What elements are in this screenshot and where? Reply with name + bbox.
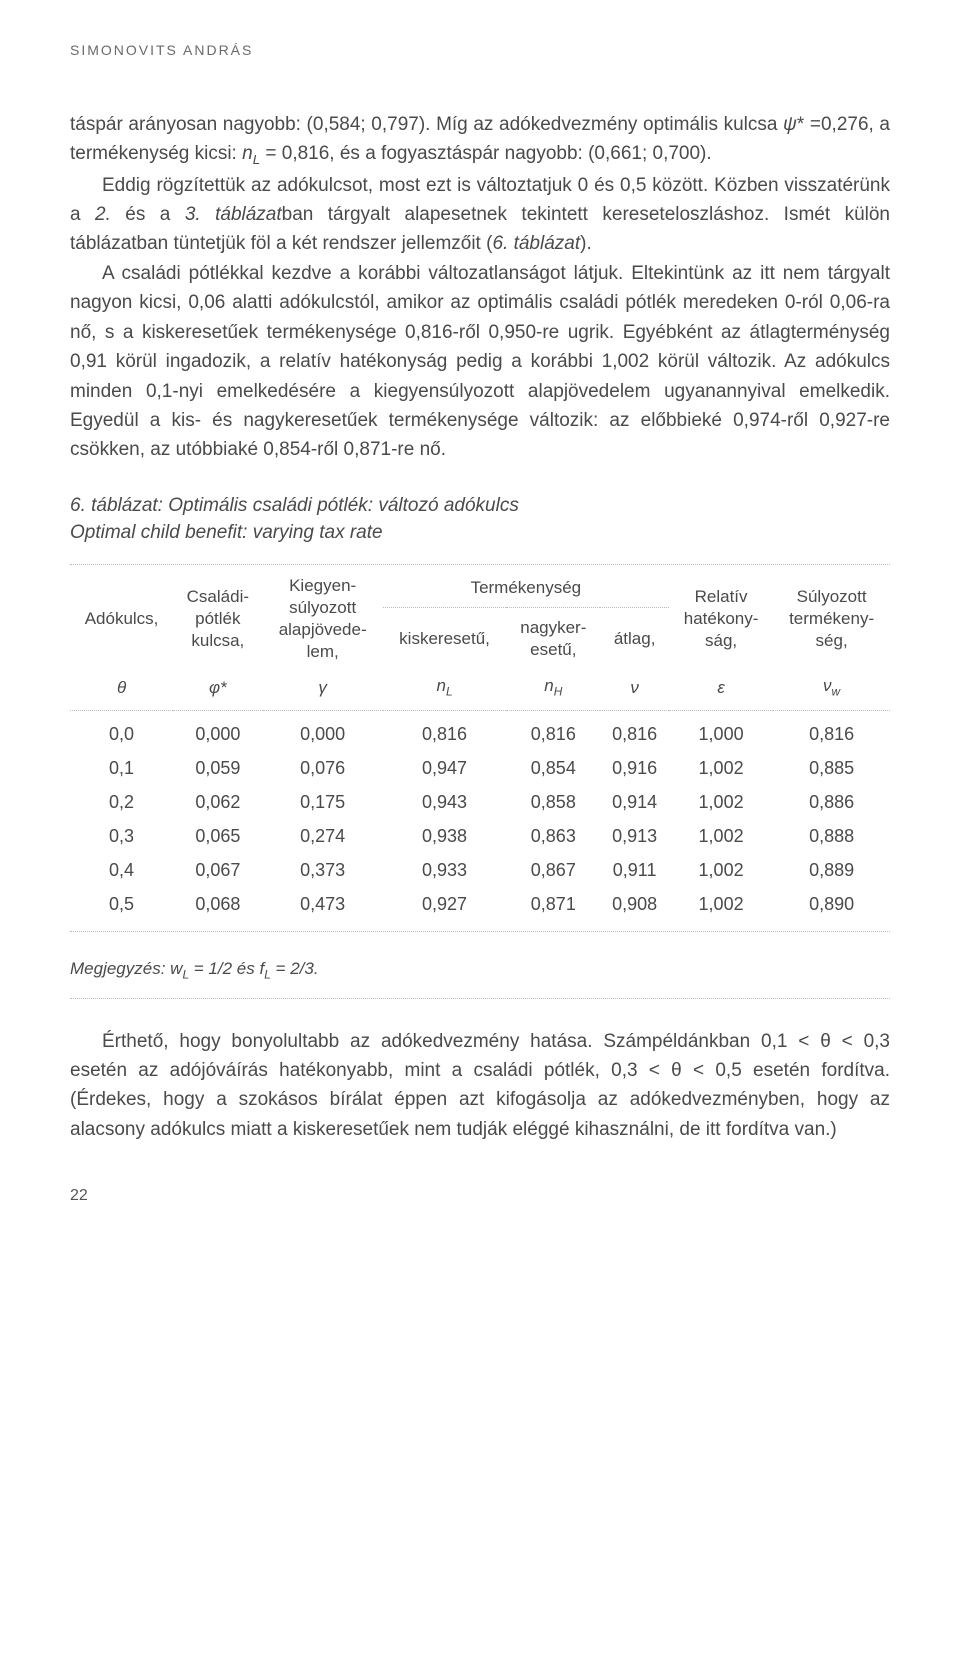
symbol-nu: ν	[600, 669, 669, 710]
table-cell: 0,816	[773, 711, 890, 752]
table-cell: 0,911	[600, 854, 669, 888]
table-cell: 0,888	[773, 820, 890, 854]
table-row: 0,30,0650,2740,9380,8630,9131,0020,888	[70, 820, 890, 854]
symbol-nl: nL	[383, 669, 507, 710]
table-cell: 0,5	[70, 888, 173, 931]
table-cell: 1,002	[669, 820, 773, 854]
caption-line-1: 6. táblázat: Optimális családi pótlék: v…	[70, 495, 519, 516]
table-cell: 0,890	[773, 888, 890, 931]
table-6: Adókulcs, Családi-pótlékkulcsa, Kiegyen-…	[70, 564, 890, 932]
table-cell: 0,062	[173, 786, 262, 820]
table-cell: 0,473	[263, 888, 383, 931]
table-cell: 0,889	[773, 854, 890, 888]
table-row: 0,10,0590,0760,9470,8540,9161,0020,885	[70, 752, 890, 786]
table-cell: 0,914	[600, 786, 669, 820]
table-cell: 0,927	[383, 888, 507, 931]
table-cell: 0,947	[383, 752, 507, 786]
table-row: 0,00,0000,0000,8160,8160,8161,0000,816	[70, 711, 890, 752]
table-cell: 0,816	[506, 711, 600, 752]
table-cell: 0,000	[173, 711, 262, 752]
table-cell: 0,067	[173, 854, 262, 888]
table-cell: 0,4	[70, 854, 173, 888]
table-cell: 0,1	[70, 752, 173, 786]
table-cell: 0,867	[506, 854, 600, 888]
table-cell: 0,816	[383, 711, 507, 752]
symbol-gamma: γ	[263, 669, 383, 710]
table-cell: 0,175	[263, 786, 383, 820]
table-cell: 0,886	[773, 786, 890, 820]
col-header-csaladi: Családi-pótlékkulcsa,	[173, 565, 262, 669]
col-header-sulyozott: Súlyozotttermékeny-ség,	[773, 565, 890, 669]
table-cell: 0,000	[263, 711, 383, 752]
table-cell: 1,002	[669, 854, 773, 888]
table-cell: 0,916	[600, 752, 669, 786]
table-cell: 0,274	[263, 820, 383, 854]
symbol-nuw: νw	[773, 669, 890, 710]
table-cell: 1,002	[669, 888, 773, 931]
col-subheader-nagyker: nagyker-esetű,	[506, 607, 600, 669]
table-cell: 0,0	[70, 711, 173, 752]
table-cell: 0,2	[70, 786, 173, 820]
table-cell: 1,002	[669, 752, 773, 786]
table-cell: 0,076	[263, 752, 383, 786]
table-cell: 0,871	[506, 888, 600, 931]
symbol-theta: θ	[70, 669, 173, 710]
table-row: 0,40,0670,3730,9330,8670,9111,0020,889	[70, 854, 890, 888]
table-cell: 0,065	[173, 820, 262, 854]
symbol-eps: ε	[669, 669, 773, 710]
table-cell: 1,002	[669, 786, 773, 820]
symbol-phi: φ*	[173, 669, 262, 710]
col-subheader-kiskeresetu: kiskeresetű,	[383, 607, 507, 669]
table-cell: 0,816	[600, 711, 669, 752]
caption-line-2: Optimal child benefit: varying tax rate	[70, 522, 383, 543]
table-cell: 0,059	[173, 752, 262, 786]
col-subheader-atlag: átlag,	[600, 607, 669, 669]
table-cell: 0,938	[383, 820, 507, 854]
running-head: SIMONOVITS ANDRÁS	[70, 40, 890, 62]
table-row: 0,20,0620,1750,9430,8580,9141,0020,886	[70, 786, 890, 820]
table-row: 0,50,0680,4730,9270,8710,9081,0020,890	[70, 888, 890, 931]
table-cell: 0,863	[506, 820, 600, 854]
table-caption: 6. táblázat: Optimális családi pótlék: v…	[70, 493, 890, 546]
table-cell: 0,3	[70, 820, 173, 854]
table-cell: 0,885	[773, 752, 890, 786]
page-number: 22	[70, 1184, 890, 1209]
paragraph-1: táspár arányosan nagyobb: (0,584; 0,797)…	[70, 110, 890, 465]
paragraph-4: Érthető, hogy bonyolultabb az adókedvezm…	[70, 1027, 890, 1145]
symbol-nh: nH	[506, 669, 600, 710]
table-note: Megjegyzés: wL = 1/2 és fL = 2/3.	[70, 956, 890, 999]
table-cell: 0,943	[383, 786, 507, 820]
table-cell: 1,000	[669, 711, 773, 752]
col-header-adokulcs: Adókulcs,	[70, 565, 173, 669]
table-cell: 0,908	[600, 888, 669, 931]
col-group-termekenyseg: Termékenység	[383, 565, 669, 607]
table-cell: 0,068	[173, 888, 262, 931]
table-cell: 0,913	[600, 820, 669, 854]
table-cell: 0,933	[383, 854, 507, 888]
table-cell: 0,858	[506, 786, 600, 820]
table-cell: 0,854	[506, 752, 600, 786]
col-header-relativ: Relatívhatékony-ság,	[669, 565, 773, 669]
col-header-kiegyen: Kiegyen-súlyozottalapjövede-lem,	[263, 565, 383, 669]
table-body: 0,00,0000,0000,8160,8160,8161,0000,8160,…	[70, 711, 890, 931]
table-cell: 0,373	[263, 854, 383, 888]
